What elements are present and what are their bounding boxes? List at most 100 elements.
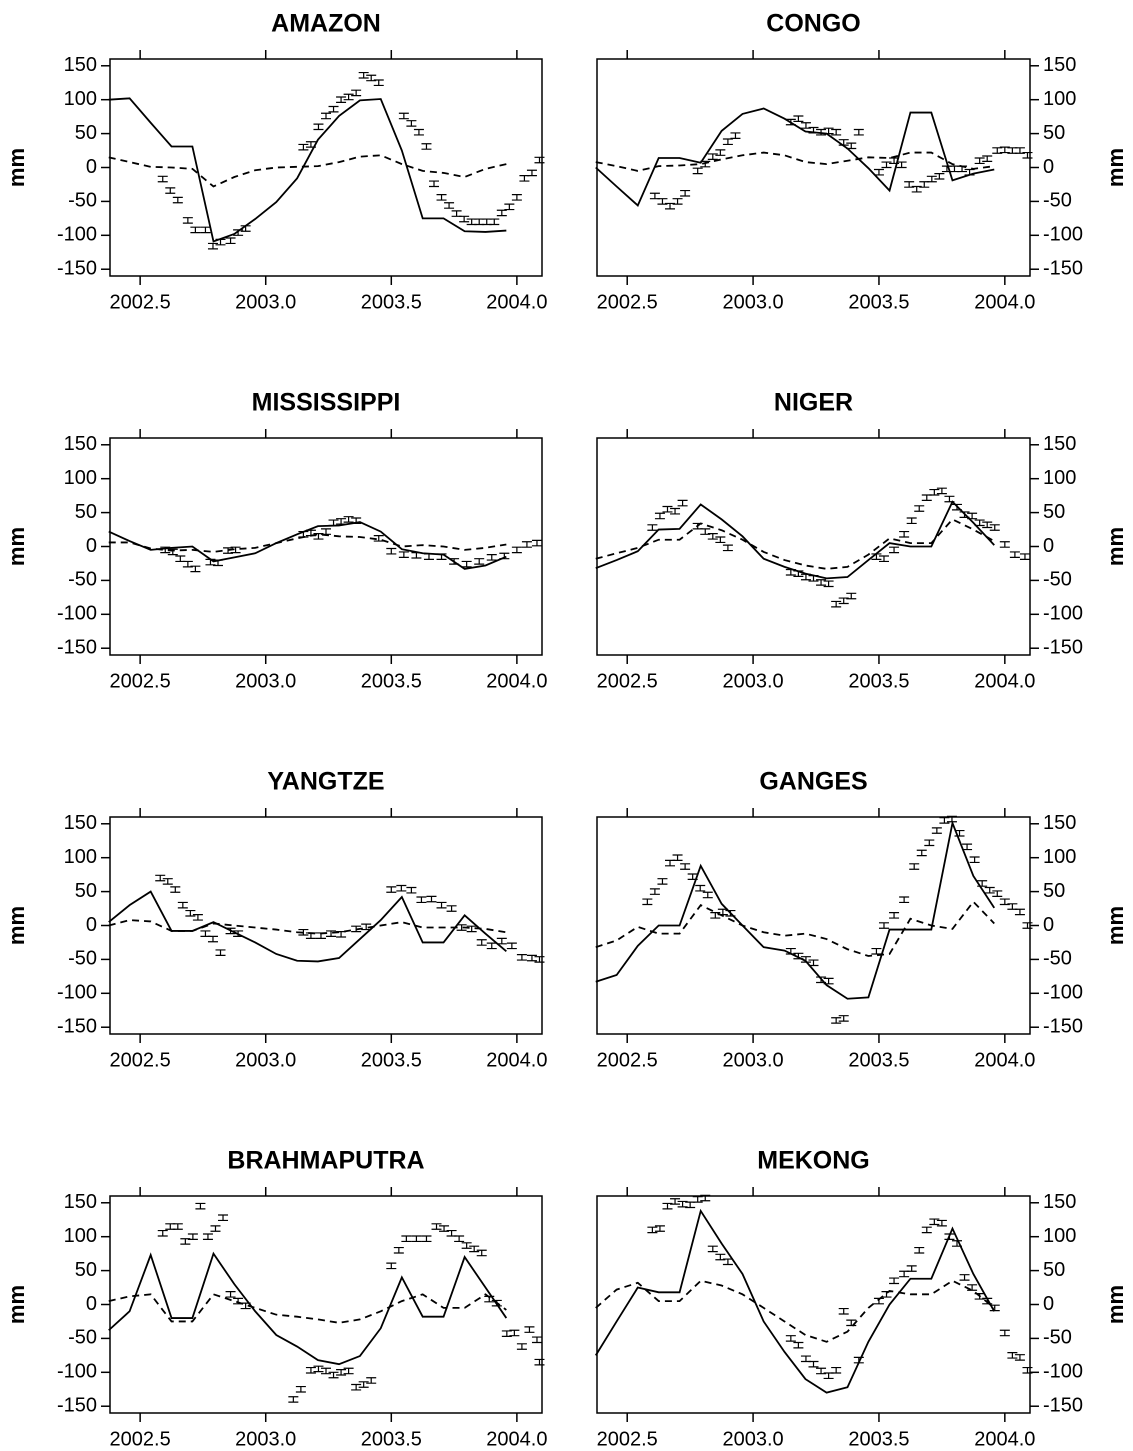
error-bar [982,1297,993,1305]
panel: MEKONG 2002.5 2003.0 2003.5 2004.0 -150 -100 -5… [594,1147,1128,1450]
x-tick-label: 2004.0 [974,291,1035,313]
y-tick-label: -100 [1043,982,1083,1004]
error-bar [474,218,485,226]
error-bar [336,1369,347,1376]
error-bar [233,1297,244,1305]
error-bar [484,1295,495,1303]
error-bar [215,949,226,956]
error-bar [233,930,244,937]
error-bar [715,1253,726,1261]
error-bar [914,505,925,512]
y-tick-label: -150 [1043,637,1083,659]
error-bar [313,1365,324,1373]
panel: CONGO 2002.5 2003.0 2003.5 2004.0 -150 -100 -50… [595,10,1128,313]
error-bar [476,939,487,946]
error-bar [160,546,171,554]
error-bar [436,194,447,201]
y-tick-label: 50 [75,122,97,144]
error-bar [680,863,691,870]
error-bar [785,568,796,576]
y-tick-label: -50 [1043,1327,1072,1349]
error-bar [305,1366,316,1374]
error-bar [677,499,688,507]
y-tick-label: -150 [57,1395,97,1417]
error-bar [225,237,236,245]
x-tick-label: 2003.5 [848,1049,909,1071]
panel-title: GANGES [759,768,867,796]
y-tick-label: 0 [1043,156,1054,178]
error-bar [519,175,530,182]
panel-title: NIGER [774,389,853,417]
error-bar [931,827,942,834]
y-tick-label: -100 [1043,603,1083,625]
error-bar [1022,1366,1033,1374]
error-bar [413,128,424,136]
error-bar [657,198,668,205]
error-bar [185,909,196,917]
y-tick-label: 50 [75,880,97,902]
error-bar [336,931,347,938]
error-bar [190,565,201,573]
x-tick-label: 2004.0 [974,1428,1035,1450]
y-tick-label: 0 [1043,914,1054,936]
panel-title: MEKONG [757,1147,870,1175]
error-bar [426,895,437,903]
error-bar [700,528,711,535]
error-bar [816,579,827,586]
y-tick-label: 150 [1043,433,1076,455]
error-bar [499,552,510,560]
error-bar [187,1233,198,1240]
error-bar [509,1329,520,1337]
error-bar [889,1277,900,1285]
error-bar [692,167,703,175]
y-axis-label: mm [4,906,29,945]
error-bar [662,1202,673,1210]
error-bar [446,905,457,912]
error-bar [695,884,706,892]
solid-line [594,1208,996,1394]
error-bar [717,908,728,916]
y-axis-label: mm [4,527,29,566]
error-bar [343,1367,354,1375]
error-bar [964,168,975,176]
error-bar [393,1246,404,1254]
error-bar [793,1341,804,1349]
error-bar [929,488,940,496]
error-bar [496,209,507,217]
y-tick-label: -100 [1043,224,1083,246]
x-tick-label: 2004.0 [974,1049,1035,1071]
error-bar [511,546,522,554]
error-bar [200,226,211,234]
error-bar [944,495,955,503]
error-bar [358,71,369,79]
error-bar [416,896,427,904]
error-bar [298,143,309,151]
error-bar [730,132,741,139]
error-bar [366,74,377,82]
error-bar [710,912,721,919]
error-bar [210,1225,221,1232]
y-tick-label: -50 [1043,569,1072,591]
error-bar [921,494,932,501]
error-bar [672,198,683,205]
y-tick-label: -100 [57,1361,97,1383]
error-bar [871,947,882,955]
error-bar [182,560,193,568]
y-tick-label: -150 [1043,1016,1083,1038]
error-bar [846,142,857,150]
x-tick-label: 2003.5 [848,670,909,692]
error-bar [449,558,460,565]
y-tick-label: -150 [1043,1395,1083,1417]
error-bar [687,873,698,880]
error-bar [180,1238,191,1245]
error-bar [516,954,527,961]
error-bar [959,511,970,518]
error-bar [999,541,1010,548]
error-bar [969,856,980,864]
error-bar [944,1233,955,1240]
error-bar [649,888,660,895]
error-bar [649,192,660,200]
error-bar [386,547,397,555]
error-bar [974,157,985,165]
y-tick-label: 150 [64,433,97,455]
